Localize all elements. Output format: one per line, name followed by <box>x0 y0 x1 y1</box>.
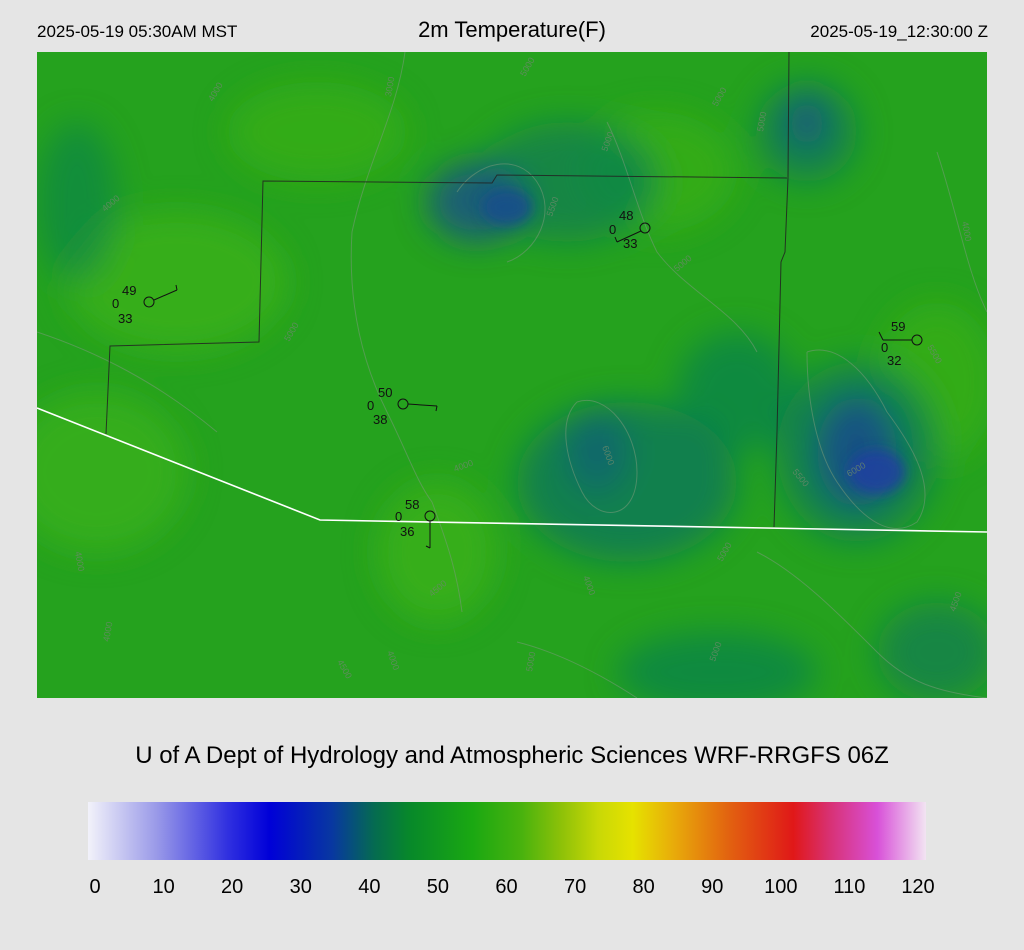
station-plot: 49 0 33 <box>112 283 178 326</box>
colorbar-tick-label: 60 <box>495 876 518 898</box>
station-speed: 0 <box>367 398 374 413</box>
local-time-label: 2025-05-19 05:30AM MST <box>37 22 238 41</box>
station-plot: 48 0 33 <box>609 208 651 251</box>
colorbar-tick-label: 100 <box>764 876 798 898</box>
station-speed: 0 <box>881 340 888 355</box>
colorbar-tick-label: 30 <box>289 876 312 898</box>
colorbar-tick-label: 20 <box>221 876 244 898</box>
utc-time-label: 2025-05-19_12:30:00 Z <box>810 22 988 41</box>
contour-label: 5000 <box>524 651 537 672</box>
contour-label: 5000 <box>755 111 768 132</box>
colorbar-tick-label: 110 <box>833 876 866 898</box>
station-plot: 58 0 36 <box>395 497 436 549</box>
station-plots: 49 0 33 48 0 33 59 0 32 50 0 38 <box>112 208 923 549</box>
station-circle <box>143 296 155 308</box>
station-dewpoint: 36 <box>400 524 414 539</box>
colorbar-tick-label: 120 <box>901 876 935 898</box>
contour-label: 4000 <box>73 551 86 572</box>
station-speed: 0 <box>609 222 616 237</box>
colorbar-tick-label: 70 <box>563 876 587 898</box>
colorbar-tick-label: 40 <box>358 876 381 898</box>
station-temp: 50 <box>378 385 392 400</box>
station-plot: 59 0 32 <box>878 319 923 368</box>
station-temp: 48 <box>619 208 633 223</box>
cold-cores <box>482 189 905 494</box>
map-title: 2m Temperature(F) <box>418 17 606 42</box>
colorbar-tick-label: 0 <box>89 876 101 898</box>
station-dewpoint: 38 <box>373 412 387 427</box>
station-speed: 0 <box>112 296 119 311</box>
contour-label: 4000 <box>101 621 114 642</box>
temperature-colorbar <box>88 802 926 860</box>
station-dewpoint: 33 <box>623 236 637 251</box>
temperature-map: 3000 5000 5000 5000 4000 5500 5000 5000 … <box>37 52 987 698</box>
colorbar-tick-label: 80 <box>632 876 655 898</box>
colorbar-tick-label: 10 <box>152 876 175 898</box>
county-boundaries <box>105 52 790 528</box>
station-plot: 50 0 38 <box>367 385 438 427</box>
state-border <box>37 407 987 533</box>
station-circle <box>639 222 651 234</box>
station-temp: 59 <box>891 319 905 334</box>
station-speed: 0 <box>395 509 402 524</box>
elevation-contours <box>37 52 987 698</box>
station-temp: 58 <box>405 497 419 512</box>
contour-label: 3000 <box>383 76 396 97</box>
station-dewpoint: 32 <box>887 353 901 368</box>
contour-label: 4000 <box>960 221 973 242</box>
station-dewpoint: 33 <box>118 311 132 326</box>
temperature-field <box>37 82 987 698</box>
credit-line: U of A Dept of Hydrology and Atmospheric… <box>135 742 889 769</box>
colorbar-tick-label: 50 <box>426 876 450 898</box>
station-temp: 49 <box>122 283 136 298</box>
colorbar-tick-label: 90 <box>701 876 724 898</box>
